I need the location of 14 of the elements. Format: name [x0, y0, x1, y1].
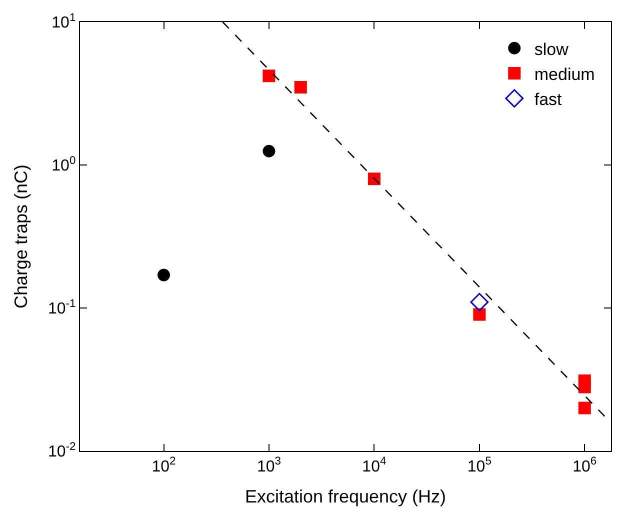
legend-label: medium: [534, 64, 595, 84]
x-tick-label: 10$^{4}$: [362, 456, 386, 476]
x-tick-label: 10$^{3}$: [256, 456, 281, 476]
y-axis-title: Charge traps (nC): [11, 164, 32, 309]
y-tick-label: 10$^{0}$: [52, 154, 76, 175]
x-tick-label: 10$^{6}$: [572, 456, 597, 476]
legend-label: slow: [534, 40, 570, 59]
y-tick-label: 10$^{-2}$: [48, 440, 76, 461]
y-tick-label: 10$^{-1}$: [48, 298, 76, 318]
x-tick-label: 10$^{2}$: [152, 456, 176, 476]
x-axis-title: Excitation frequency (Hz): [244, 486, 446, 506]
legend-label: fast: [534, 90, 562, 109]
y-tick-label: 10$^{1}$: [52, 12, 76, 32]
x-tick-label: 10$^{5}$: [467, 456, 492, 476]
